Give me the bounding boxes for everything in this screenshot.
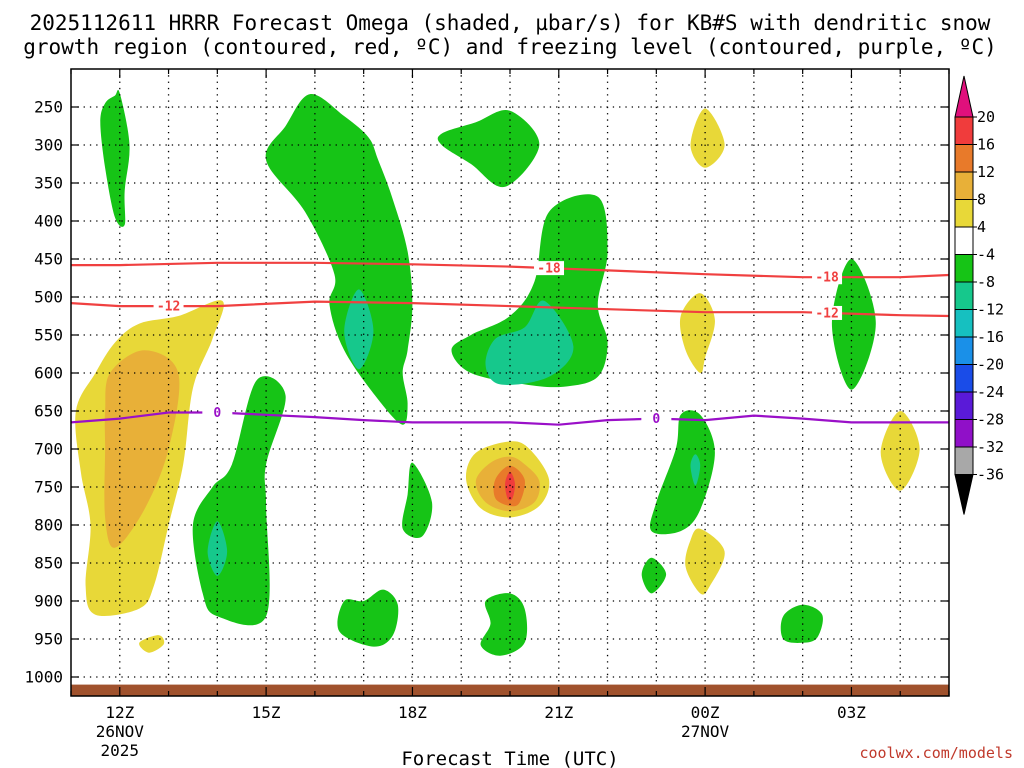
omega-region-17 (139, 635, 165, 653)
isotherm-label: 0 (652, 412, 660, 427)
y-axis: 250 300 350 400 450 500 550 600 650 700 750 800 850 9… (24, 98, 949, 687)
omega-region-2 (437, 110, 540, 188)
x-tick-label: 00Z (691, 703, 720, 722)
x-tick-label: 21Z (544, 703, 573, 722)
credit-link[interactable]: coolwx.com/models (859, 744, 1013, 762)
y-tick-label: 950 (34, 630, 63, 649)
x-tick-date: 26NOV (96, 722, 145, 741)
omega-region-11 (780, 604, 823, 643)
colorbar-swatch (954, 364, 974, 393)
isotherm-label: -12 (815, 306, 838, 321)
x-axis-label: Forecast Time (UTC) (401, 748, 618, 768)
colorbar-swatch (954, 281, 974, 310)
y-tick-label: 350 (34, 174, 63, 193)
omega-region-1 (265, 93, 413, 425)
y-tick-label: 450 (34, 250, 63, 269)
colorbar-label: -28 (977, 411, 1004, 429)
colorbar-label: -20 (977, 356, 1004, 374)
ground-surface (71, 684, 949, 696)
colorbar-label: -24 (977, 383, 1004, 401)
colorbar-label: -16 (977, 328, 1004, 346)
colorbar-swatch (954, 419, 974, 448)
x-tick-label: 12Z (105, 703, 134, 722)
colorbar-swatch (954, 254, 974, 283)
chart-title-line-2: growth region (contoured, red, ºC) and f… (23, 35, 997, 59)
omega-region-15 (690, 454, 701, 486)
colorbar-bottom-arrow (954, 474, 974, 515)
colorbar-label: 8 (977, 191, 986, 209)
x-tick-year: 2025 (101, 741, 140, 760)
isotherm-label: -18 (815, 271, 839, 286)
isotherm-label-bg (153, 299, 184, 314)
chart-title-line-1: 2025112611 HRRR Forecast Omega (shaded, … (30, 11, 991, 35)
y-tick-label: 250 (34, 98, 63, 117)
colorbar-swatch (954, 309, 974, 338)
colorbar-swatch (954, 171, 974, 200)
x-tick-date: 27NOV (681, 722, 730, 741)
omega-region-4 (402, 462, 433, 539)
isotherm-label-bg (812, 270, 843, 285)
colorbar-label: -4 (977, 246, 995, 264)
y-tick-label: 500 (34, 288, 63, 307)
omega-region-13 (344, 289, 374, 370)
colorbar: 20 16 12 8 4 -4 -8 -12 -16 -20 -24 -28 -32 -36 (954, 75, 1004, 515)
y-tick-label: 850 (34, 554, 63, 573)
y-tick-label: 700 (34, 440, 63, 459)
y-tick-label: 300 (34, 136, 63, 155)
omega-region-9 (649, 410, 715, 535)
y-tick-label: 800 (34, 516, 63, 535)
colorbar-top-arrow (954, 75, 974, 118)
omega-region-23 (104, 350, 180, 548)
omega-region-0 (100, 89, 130, 227)
isotherm-label: -18 (537, 262, 561, 277)
x-tick-label: 18Z (398, 703, 427, 722)
colorbar-swatch (954, 116, 974, 145)
y-tick-label: 550 (34, 326, 63, 345)
omega-region-8 (641, 557, 667, 594)
omega-region-12 (485, 300, 574, 385)
colorbar-swatch (954, 446, 974, 475)
omega-region-7 (480, 593, 528, 656)
isotherm-contours: -18 -18 -12 -12 0 0 (71, 261, 949, 427)
isotherm-label: 0 (213, 406, 221, 421)
omega-region-6 (337, 589, 399, 647)
y-tick-label: 400 (34, 212, 63, 231)
colorbar-label: -32 (977, 438, 1004, 456)
isotherm-label-bg (812, 305, 843, 320)
x-tick-label: 03Z (837, 703, 866, 722)
colorbar-swatch (954, 336, 974, 365)
colorbar-label: 16 (977, 136, 995, 154)
colorbar-swatch (954, 144, 974, 173)
x-tick-label: 15Z (252, 703, 281, 722)
colorbar-label: -12 (977, 301, 1004, 319)
colorbar-label: -36 (977, 466, 1004, 484)
omega-region-22 (880, 410, 920, 491)
y-tick-label: 650 (34, 402, 63, 421)
y-tick-label: 900 (34, 592, 63, 611)
plot-area: -18 -18 -12 -12 0 0 (70, 68, 950, 697)
colorbar-label: 4 (977, 218, 986, 236)
y-tick-label: 1000 (24, 668, 63, 687)
colorbar-swatch (954, 226, 974, 255)
colorbar-label: 12 (977, 163, 995, 181)
isotherm-label-bg (641, 411, 672, 426)
isotherm-label-bg (202, 405, 233, 420)
y-tick-label: 600 (34, 364, 63, 383)
omega-region-10 (831, 259, 876, 390)
isotherm-label-bg (534, 261, 565, 276)
colorbar-swatch (954, 391, 974, 420)
colorbar-label: 20 (977, 108, 995, 126)
y-tick-label: 750 (34, 478, 63, 497)
colorbar-label: -8 (977, 273, 995, 291)
omega-region-19 (690, 108, 725, 168)
colorbar-swatch (954, 199, 974, 228)
isotherm-label: -12 (157, 300, 180, 315)
grid (71, 69, 949, 696)
